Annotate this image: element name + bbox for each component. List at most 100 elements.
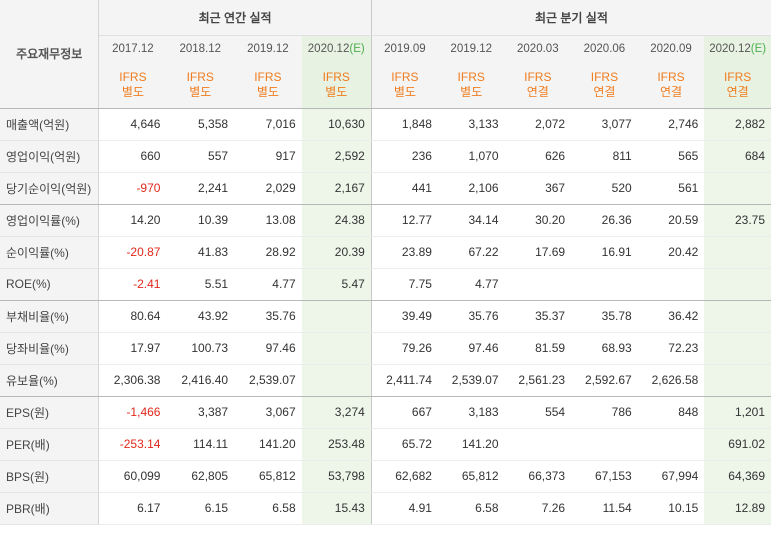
table-cell: 23.89 — [370, 236, 438, 269]
table-cell: 2,561.23 — [504, 364, 572, 397]
table-cell: 2,539.07 — [437, 364, 505, 397]
table-cell — [704, 236, 771, 269]
table-cell: 7,016 — [234, 108, 302, 141]
table-row: 당좌비율(%) 17.97 100.73 97.46 79.26 97.46 81.59 68… — [0, 332, 771, 365]
table-cell — [301, 364, 372, 397]
row-label: 유보율(%) — [0, 364, 100, 397]
period-label: 2020.12 — [709, 42, 751, 55]
ifrs-label: IFRS — [524, 69, 552, 84]
table-cell: 26.36 — [571, 204, 638, 237]
table-cell — [637, 428, 705, 461]
basis-label: 별도 — [121, 84, 144, 99]
table-row: 영업이익률(%) 14.20 10.39 13.08 24.38 12.77 34.14 30… — [0, 204, 771, 237]
table-cell: 62,682 — [370, 460, 438, 493]
table-row: BPS(원) 60,099 62,805 65,812 53,798 62,682 65,8… — [0, 460, 771, 493]
accounting-basis: IFRS 별도 — [437, 62, 505, 109]
table-cell: 7.75 — [370, 268, 438, 301]
ifrs-label: IFRS — [457, 69, 485, 84]
period-label: 2019.09 — [384, 42, 426, 55]
table-cell: 14.20 — [98, 204, 167, 237]
table-cell: 141.20 — [234, 428, 302, 461]
ifrs-label: IFRS — [119, 69, 147, 84]
basis-label: 연결 — [526, 84, 549, 99]
table-cell: 10.15 — [637, 492, 705, 525]
period-label: 2018.12 — [179, 42, 222, 55]
table-cell: 67,994 — [637, 460, 705, 493]
table-cell — [704, 172, 771, 205]
table-cell: 66,373 — [504, 460, 572, 493]
table-cell: -253.14 — [98, 428, 167, 461]
table-cell: 13.08 — [234, 204, 302, 237]
period-header: 2018.12 — [166, 35, 235, 62]
accounting-basis: IFRS 별도 — [301, 62, 372, 109]
table-cell — [301, 300, 372, 333]
table-cell: 2,072 — [504, 108, 572, 141]
table-cell: 3,387 — [166, 396, 235, 429]
table-cell: 2,241 — [166, 172, 235, 205]
period-label: 2019.12 — [247, 42, 289, 55]
table-cell: 16.91 — [571, 236, 638, 269]
table-cell: 2,411.74 — [370, 364, 438, 397]
table-cell: 3,077 — [571, 108, 638, 141]
table-cell: 24.38 — [301, 204, 372, 237]
table-cell: 80.64 — [98, 300, 167, 333]
table-cell: 11.54 — [571, 492, 638, 525]
table-cell: 65,812 — [234, 460, 302, 493]
quarter-group-header: 최근 분기 실적 — [370, 0, 771, 36]
period-header: 2020.12(E) — [704, 35, 771, 62]
financial-summary-table: 주요재무정보 최근 연간 실적 최근 분기 실적 2017.12 2018.12 2… — [0, 0, 771, 525]
table-cell: 2,416.40 — [166, 364, 235, 397]
row-label: PER(배) — [0, 428, 100, 461]
corner-label: 주요재무정보 — [0, 0, 100, 109]
table-cell: -1,466 — [98, 396, 167, 429]
table-cell — [571, 428, 638, 461]
table-cell: 253.48 — [301, 428, 372, 461]
table-row: 영업이익(억원) 660 557 917 2,592 236 1,070 626 811 565 6… — [0, 140, 771, 173]
row-label: ROE(%) — [0, 268, 100, 301]
table-cell: 12.77 — [370, 204, 438, 237]
table-cell: 68.93 — [571, 332, 638, 365]
table-cell: 917 — [234, 140, 302, 173]
table-cell: 557 — [166, 140, 235, 173]
table-cell: 4.77 — [234, 268, 302, 301]
table-cell: 5.47 — [301, 268, 372, 301]
table-cell: 367 — [504, 172, 572, 205]
row-label: 영업이익(억원) — [0, 140, 100, 173]
table-cell: 15.43 — [301, 492, 372, 525]
table-cell: 72.23 — [637, 332, 705, 365]
table-cell: 2,029 — [234, 172, 302, 205]
table-cell: -20.87 — [98, 236, 167, 269]
table-cell: 6.58 — [234, 492, 302, 525]
row-label: 당기순이익(억원) — [0, 172, 100, 205]
table-cell: 4.77 — [437, 268, 505, 301]
ifrs-label: IFRS — [254, 69, 282, 84]
accounting-basis: IFRS 별도 — [234, 62, 302, 109]
table-cell — [704, 268, 771, 301]
table-cell: 691.02 — [704, 428, 771, 461]
table-cell: 2,592.67 — [571, 364, 638, 397]
table-cell: 1,848 — [370, 108, 438, 141]
accounting-basis: IFRS 연결 — [571, 62, 638, 109]
table-cell: 23.75 — [704, 204, 771, 237]
table-cell: 565 — [637, 140, 705, 173]
table-cell: 12.89 — [704, 492, 771, 525]
table-row: 유보율(%) 2,306.38 2,416.40 2,539.07 2,411.74 2,… — [0, 364, 771, 397]
table-cell: 554 — [504, 396, 572, 429]
period-label: 2020.09 — [650, 42, 692, 55]
table-row: 순이익률(%) -20.87 41.83 28.92 20.39 23.89 67.22 17… — [0, 236, 771, 269]
period-header: 2020.03 — [504, 35, 572, 62]
basis-label: 연결 — [593, 84, 616, 99]
basis-label: 별도 — [256, 84, 279, 99]
table-cell: 10.39 — [166, 204, 235, 237]
table-cell: 848 — [637, 396, 705, 429]
table-cell: 684 — [704, 140, 771, 173]
table-cell: 7.26 — [504, 492, 572, 525]
table-cell: 1,201 — [704, 396, 771, 429]
table-cell: 2,882 — [704, 108, 771, 141]
table-cell: 17.69 — [504, 236, 572, 269]
table-cell: 2,746 — [637, 108, 705, 141]
accounting-basis: IFRS 별도 — [370, 62, 438, 109]
row-label: 부채비율(%) — [0, 300, 100, 333]
row-label: 영업이익률(%) — [0, 204, 100, 237]
table-cell: 141.20 — [437, 428, 505, 461]
